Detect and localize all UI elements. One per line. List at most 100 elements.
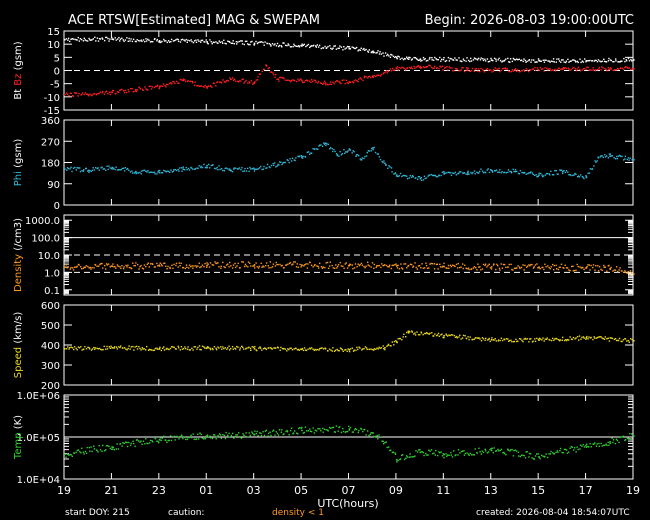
data-point	[544, 338, 546, 340]
data-point	[272, 430, 274, 432]
data-point	[185, 264, 188, 266]
data-point	[98, 445, 100, 447]
data-point	[294, 430, 296, 432]
data-point	[462, 172, 464, 174]
data-point	[384, 71, 387, 73]
data-point	[141, 347, 143, 349]
data-point	[245, 432, 247, 434]
data-point	[257, 434, 259, 437]
data-point	[83, 169, 85, 171]
data-point	[165, 86, 167, 88]
data-point	[141, 40, 143, 43]
y-tick-label: 10.0	[38, 251, 60, 262]
data-point	[375, 348, 377, 350]
data-point	[322, 431, 324, 433]
data-point	[268, 67, 271, 69]
data-point	[270, 266, 272, 269]
data-point	[183, 79, 186, 81]
data-point	[430, 449, 433, 451]
data-point	[189, 80, 191, 83]
data-point	[217, 81, 219, 83]
data-point	[273, 44, 275, 46]
data-point	[499, 59, 502, 62]
data-point	[225, 264, 228, 266]
data-point	[215, 262, 217, 265]
data-point	[601, 66, 603, 68]
data-point	[435, 334, 438, 337]
ylabel-part: (K)	[13, 415, 24, 433]
data-point	[575, 69, 578, 72]
data-point	[119, 346, 121, 349]
data-point	[313, 349, 316, 352]
data-point	[280, 346, 282, 349]
data-point	[624, 439, 626, 442]
data-point	[497, 339, 500, 341]
data-point	[624, 271, 627, 274]
data-point	[410, 456, 412, 458]
data-point	[510, 339, 512, 341]
data-point	[88, 37, 90, 40]
data-point	[293, 159, 295, 161]
data-point	[198, 438, 200, 440]
data-point	[93, 169, 96, 171]
data-point	[245, 347, 247, 349]
data-point	[605, 443, 607, 445]
data-point	[431, 332, 433, 334]
data-point	[626, 272, 628, 274]
data-point	[454, 57, 456, 59]
data-point	[119, 443, 122, 445]
data-point	[191, 265, 193, 267]
data-point	[554, 170, 556, 172]
data-point	[383, 72, 385, 74]
data-point	[341, 349, 343, 351]
data-point	[425, 177, 428, 179]
data-point	[208, 163, 210, 166]
data-point	[75, 451, 77, 454]
data-point	[376, 434, 378, 437]
data-point	[484, 60, 487, 62]
data-point	[583, 268, 585, 271]
data-point	[82, 40, 85, 42]
data-point	[431, 57, 433, 59]
data-point	[415, 266, 417, 269]
data-point	[321, 145, 324, 147]
data-point	[289, 262, 292, 264]
data-point	[268, 347, 270, 349]
data-point	[324, 45, 326, 48]
data-point	[310, 152, 313, 154]
data-point	[110, 265, 112, 267]
data-point	[254, 81, 256, 83]
data-point	[248, 346, 250, 348]
data-point	[146, 442, 148, 445]
data-point	[438, 67, 440, 70]
data-point	[82, 451, 85, 453]
data-point	[383, 347, 385, 350]
data-point	[380, 53, 383, 55]
data-point	[227, 434, 229, 437]
data-point	[361, 264, 364, 266]
data-point	[378, 156, 381, 158]
data-point	[564, 448, 567, 451]
data-point	[541, 339, 543, 341]
data-point	[210, 85, 212, 87]
data-point	[370, 432, 372, 434]
data-point	[249, 82, 251, 84]
data-point	[515, 267, 517, 269]
data-point	[523, 58, 525, 60]
data-point	[612, 61, 614, 63]
data-point	[383, 55, 385, 57]
data-point	[295, 266, 298, 268]
data-point	[450, 451, 452, 454]
data-point	[422, 451, 424, 454]
data-point	[216, 81, 218, 84]
data-point	[81, 92, 84, 94]
data-point	[124, 91, 126, 94]
data-point	[179, 167, 181, 169]
data-point	[357, 50, 359, 52]
data-point	[129, 40, 131, 42]
data-point	[76, 265, 78, 268]
y-tick-label: -10	[44, 93, 60, 104]
data-point	[429, 263, 431, 265]
data-point	[286, 44, 288, 47]
